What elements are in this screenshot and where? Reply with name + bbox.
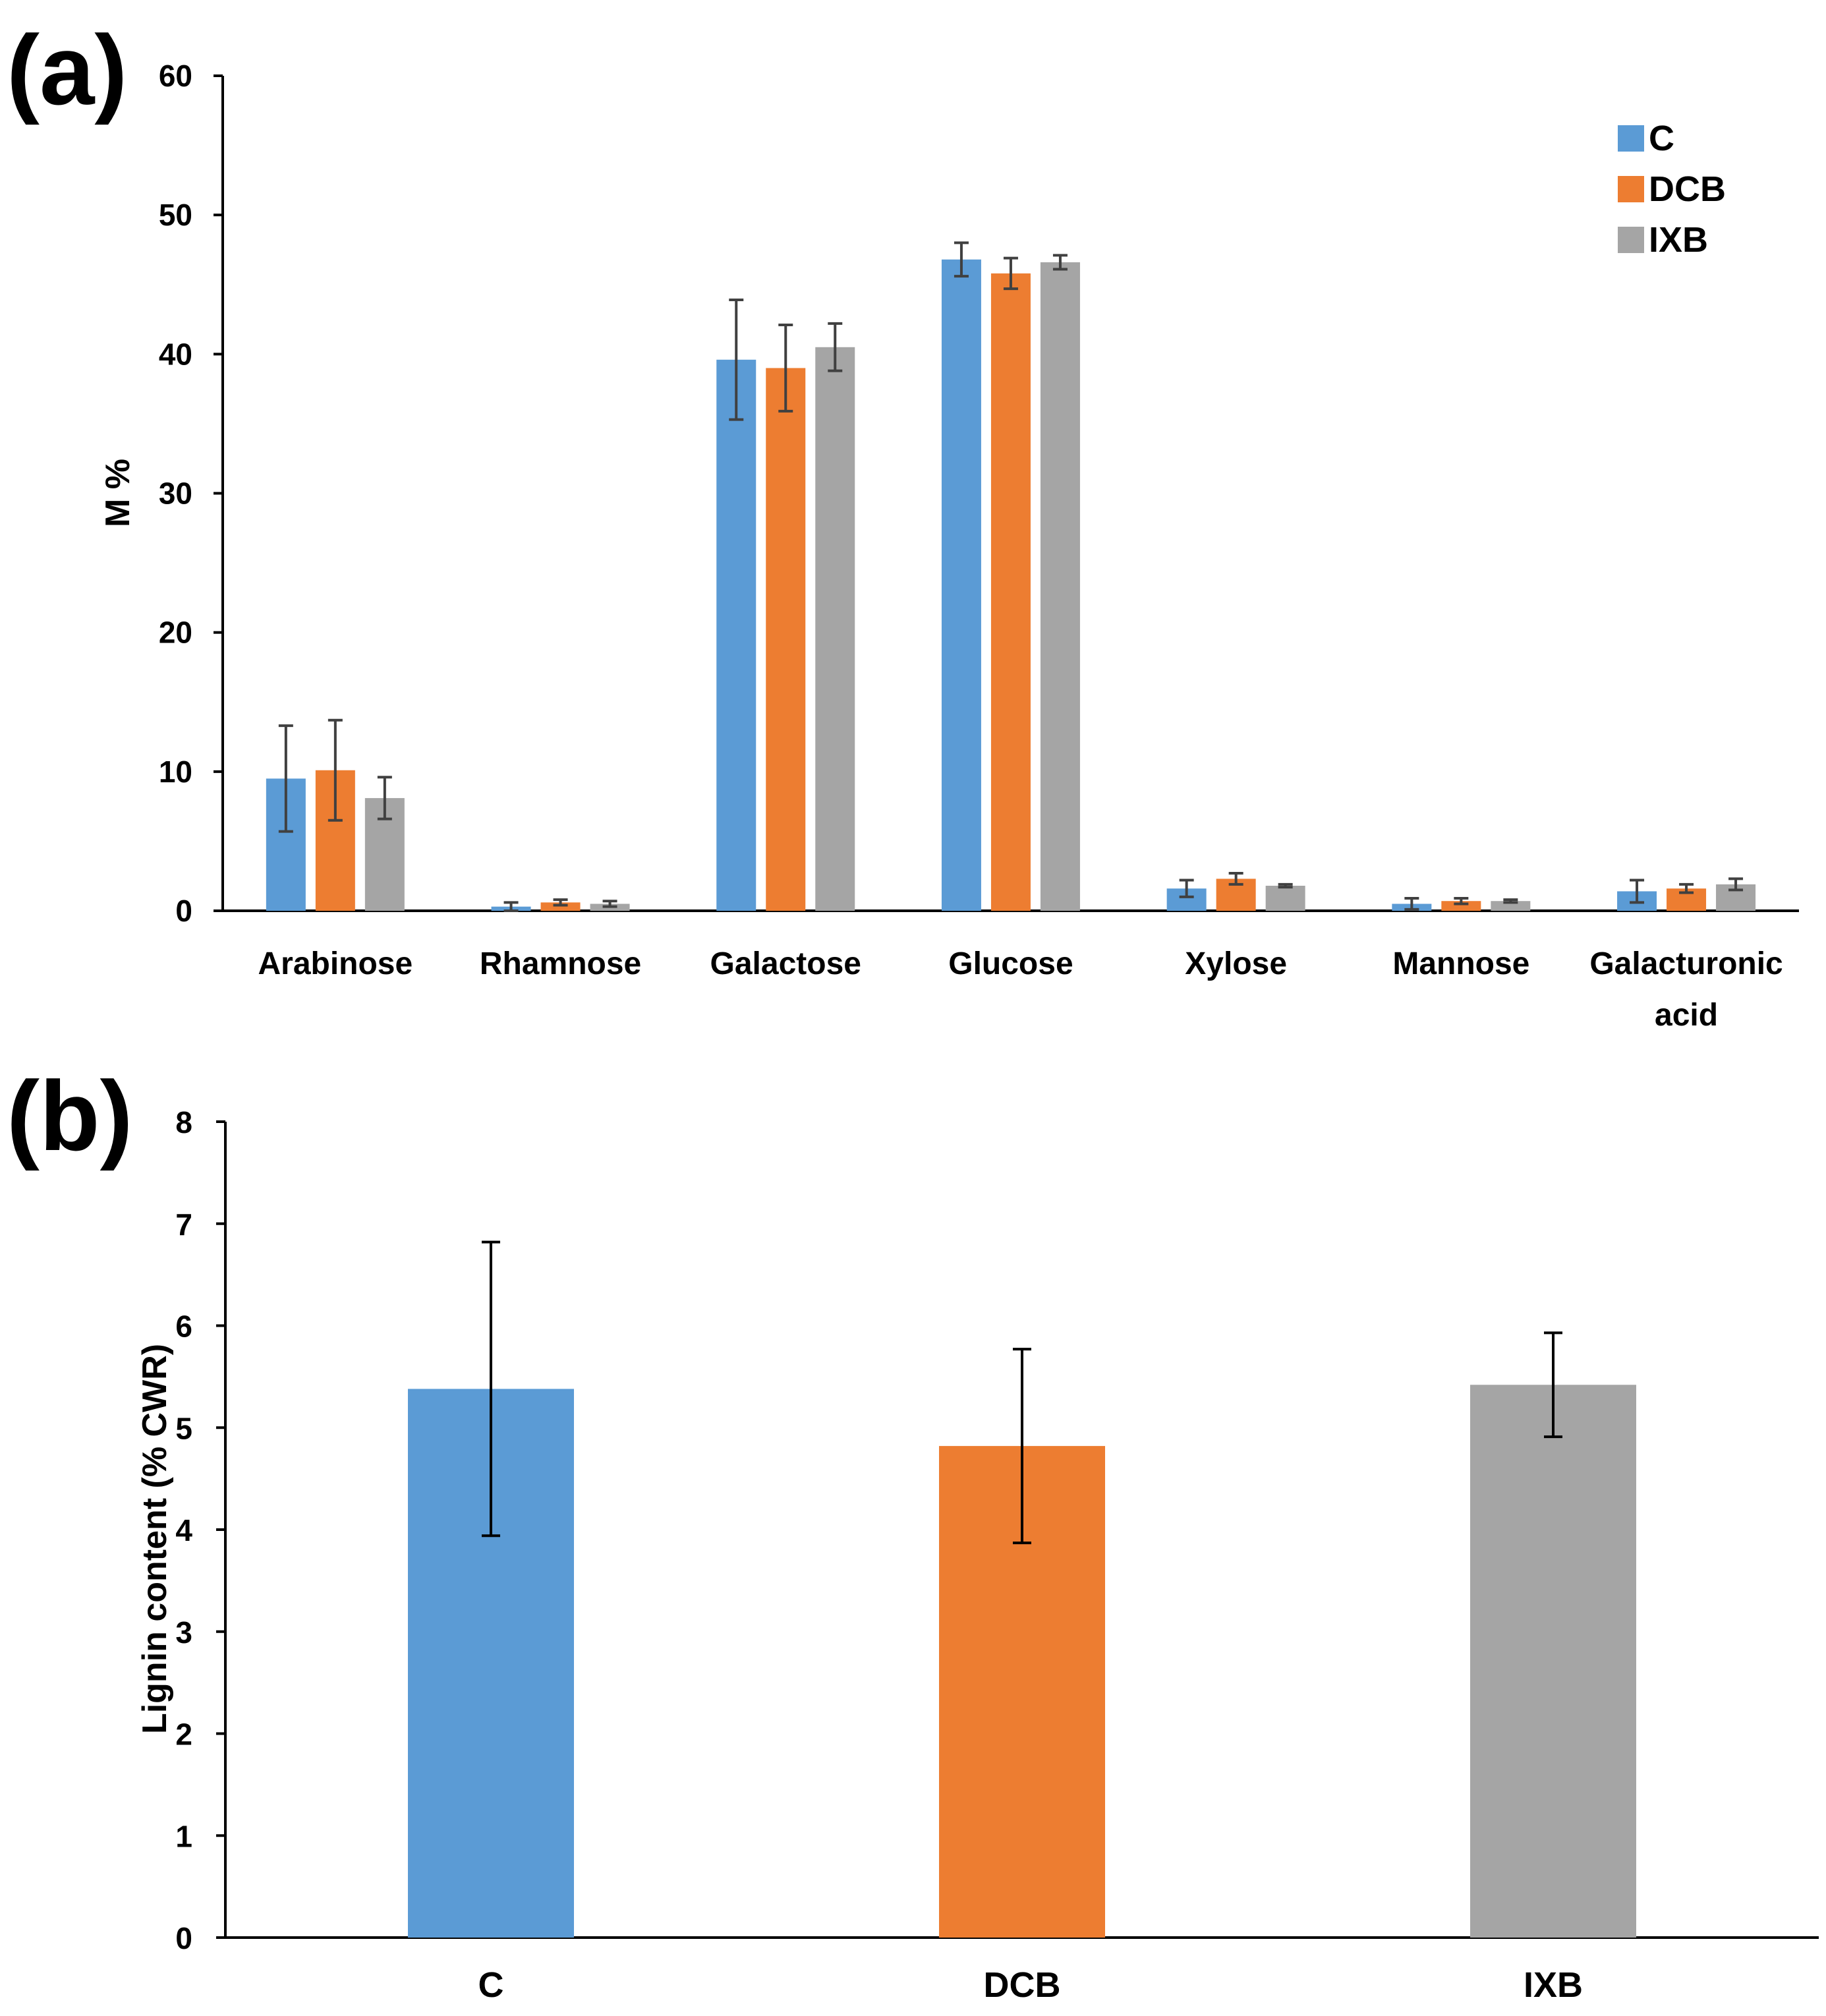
panel-a-category-label: Galactose: [710, 946, 861, 981]
error-bar-mannose-c: [1404, 896, 1419, 911]
bar-galactose-c: [716, 359, 756, 911]
error-bar-xylose-c: [1179, 878, 1194, 898]
error-bar-arabinose-ixb: [377, 776, 392, 821]
error-bar-galacturonic-acid-dcb: [1679, 882, 1694, 894]
panel-b-category-label-ixb: IXB: [1524, 1965, 1583, 2005]
error-bar-galacturonic-acid-c: [1630, 878, 1645, 904]
error-bar-galactose-c: [729, 298, 744, 421]
error-bar-glucose-dcb: [1003, 256, 1018, 291]
error-bar-xylose-ixb: [1278, 882, 1293, 889]
error-bar-galacturonic-acid-ixb: [1728, 877, 1744, 892]
panel-b-y-tick-label: 0: [175, 1921, 192, 1955]
panel-b-y-tick-label: 8: [175, 1105, 192, 1139]
legend-swatch-ixb: [1618, 227, 1644, 253]
panel-b-error-bars: [482, 1240, 1562, 1545]
panel-b-y-axis-title: Lignin content (% CWR): [136, 1344, 174, 1734]
panel-b-y-ticks: 0 1 2 3 4 5 6 7 8: [175, 1105, 225, 1955]
bar-mannose-ixb: [1491, 901, 1531, 911]
panel-a-category-label: Galacturonic: [1589, 946, 1783, 981]
bar-rhamnose-dcb: [540, 902, 581, 911]
legend-label-dcb: DCB: [1649, 169, 1726, 209]
panel-a-y-tick-label: 20: [159, 616, 192, 650]
bar-glucose-dcb: [990, 273, 1031, 911]
panel-b-y-tick-label: 1: [175, 1819, 192, 1853]
error-bar-rhamnose-ixb: [602, 900, 617, 908]
panel-a-y-ticks: 0 10 20 30 40 50 60: [159, 59, 223, 928]
panel-a-category-label: Xylose: [1185, 946, 1287, 981]
error-bar-galactose-dcb: [778, 323, 793, 413]
error-bar-rhamnose-dcb: [553, 898, 568, 907]
panel-a-y-tick-label: 50: [159, 198, 192, 232]
panel-b-category-label-c: C: [478, 1965, 504, 2005]
panel-b-y-tick-label: 3: [175, 1615, 192, 1650]
error-bar-mannose-dcb: [1454, 896, 1469, 906]
error-bar-arabinose-c: [278, 724, 293, 833]
error-bar-c: [482, 1240, 500, 1538]
panel-b-y-tick-label: 4: [175, 1513, 192, 1547]
panel-a: (a) M % 0 10 20 30 40 50 60 Arabinose Rhamnose G…: [7, 14, 1799, 1033]
error-bar-arabinose-dcb: [328, 718, 343, 822]
error-bar-rhamnose-c: [503, 901, 519, 912]
error-bar-xylose-dcb: [1228, 871, 1243, 886]
legend-swatch-dcb: [1618, 176, 1644, 202]
panel-a-label: (a): [7, 14, 127, 125]
bar-mannose-dcb: [1441, 901, 1481, 911]
panel-b: (b) Lignin content (% CWR) 0 1 2 3 4 5 6 7 8 C DC…: [7, 1060, 1819, 2005]
panel-a-category-label: Rhamnose: [480, 946, 641, 981]
legend-swatch-c: [1618, 125, 1644, 152]
error-bar-glucose-ixb: [1052, 254, 1068, 271]
panel-a-category-label: Arabinose: [258, 946, 413, 981]
panel-b-y-tick-label: 7: [175, 1207, 192, 1242]
panel-a-y-tick-label: 60: [159, 59, 192, 93]
error-bar-mannose-ixb: [1503, 898, 1518, 904]
panel-a-y-tick-label: 10: [159, 755, 192, 789]
panel-a-error-bars: [278, 241, 1744, 912]
error-bar-dcb: [1013, 1348, 1031, 1545]
panel-b-label: (b): [7, 1060, 133, 1171]
bar-ixb: [1470, 1385, 1636, 1938]
panel-a-y-tick-label: 30: [159, 476, 192, 511]
panel-a-y-axis-title: M %: [99, 459, 137, 527]
panel-a-category-label: Glucose: [948, 946, 1073, 981]
bar-galactose-ixb: [815, 347, 855, 911]
error-bar-glucose-c: [954, 241, 969, 278]
panel-b-y-tick-label: 6: [175, 1310, 192, 1344]
bar-xylose-ixb: [1265, 885, 1305, 911]
panel-a-y-tick-label: 40: [159, 337, 192, 371]
panel-b-category-labels: C DCB IXB: [478, 1965, 1583, 2005]
panel-a-bars: [266, 259, 1756, 911]
panel-a-category-label: acid: [1655, 998, 1718, 1033]
bar-glucose-c: [941, 259, 981, 911]
panel-a-category-label: Mannose: [1392, 946, 1529, 981]
panel-a-y-tick-label: 0: [175, 894, 192, 928]
bar-glucose-ixb: [1040, 262, 1080, 911]
error-bar-galactose-ixb: [828, 322, 843, 372]
panel-a-category-labels: Arabinose Rhamnose Galactose Glucose Xylose M…: [258, 946, 1783, 1033]
panel-a-legend: C DCB IXB: [1618, 119, 1726, 260]
panel-b-y-tick-label: 2: [175, 1717, 192, 1752]
panel-b-category-label-dcb: DCB: [984, 1965, 1061, 2005]
bar-galactose-dcb: [766, 368, 806, 911]
legend-label-ixb: IXB: [1649, 220, 1708, 260]
panel-b-y-tick-label: 5: [175, 1411, 192, 1445]
legend-label-c: C: [1649, 119, 1674, 158]
error-bar-ixb: [1544, 1331, 1562, 1439]
